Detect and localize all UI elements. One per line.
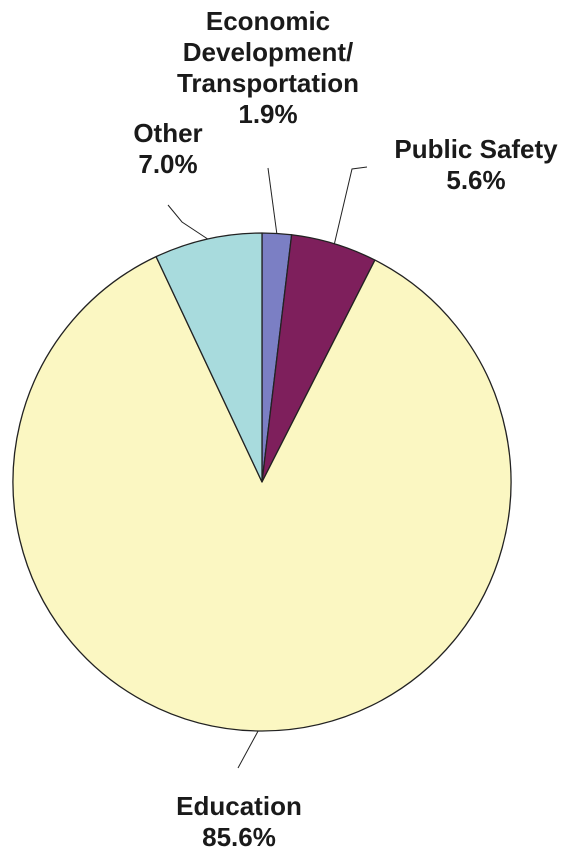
slice-label-education: Education 85.6% [176, 791, 302, 852]
leader-lines [167, 166, 368, 769]
pie-slice-education [12, 255, 512, 732]
pie-slice-other [155, 232, 263, 483]
slice-percent-education: 85.6% [202, 822, 276, 852]
slice-percent-public-safety: 5.6% [446, 165, 505, 195]
slice-labels: Economic Development/Transportation 1.9% Pu… [133, 6, 558, 852]
leader-line-economic-development-transportation [267, 167, 278, 234]
slice-name-economic-development-transportation: Economic [206, 6, 330, 36]
slice-name-public-safety: Public Safety [394, 134, 558, 164]
leader-line-public-safety [333, 166, 368, 244]
leader-line-other [167, 204, 208, 240]
slice-percent-economic-development-transportation: 1.9% [238, 99, 297, 129]
leader-line-education [237, 730, 259, 769]
slice-label-public-safety: Public Safety 5.6% [394, 134, 558, 195]
slice-name-economic-development-transportation: Development/ [183, 37, 354, 67]
slice-percent-other: 7.0% [138, 149, 197, 179]
pie-slices [12, 232, 512, 732]
slice-name-economic-development-transportation: Transportation [177, 68, 359, 98]
slice-name-other: Other [133, 118, 202, 148]
slice-label-other: Other 7.0% [133, 118, 202, 179]
slice-name-education: Education [176, 791, 302, 821]
slice-label-economic-development-transportation: Economic Development/Transportation 1.9% [177, 6, 359, 129]
